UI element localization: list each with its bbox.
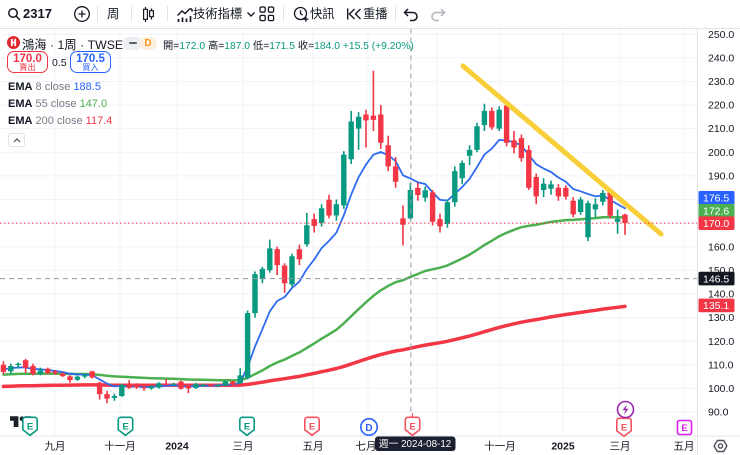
svg-text:五月: 五月 bbox=[303, 441, 324, 453]
svg-text:160.0: 160.0 bbox=[708, 241, 734, 253]
svg-text:200.0: 200.0 bbox=[708, 147, 734, 159]
svg-text:220.0: 220.0 bbox=[708, 100, 734, 112]
svg-text:E: E bbox=[122, 422, 128, 433]
svg-text:E: E bbox=[309, 422, 315, 433]
svg-text:E: E bbox=[244, 422, 250, 433]
svg-text:250.0: 250.0 bbox=[708, 29, 734, 41]
svg-text:十一月: 十一月 bbox=[484, 440, 516, 453]
svg-text:100.0: 100.0 bbox=[708, 383, 734, 395]
svg-text:230.0: 230.0 bbox=[708, 76, 734, 88]
svg-text:190.0: 190.0 bbox=[708, 171, 734, 183]
svg-text:110.0: 110.0 bbox=[708, 359, 734, 371]
svg-text:210.0: 210.0 bbox=[708, 123, 734, 135]
svg-text:D: D bbox=[365, 423, 372, 434]
svg-text:135.1: 135.1 bbox=[703, 300, 729, 312]
svg-text:七月: 七月 bbox=[356, 441, 377, 453]
svg-text:140.0: 140.0 bbox=[708, 289, 734, 301]
svg-text:九月: 九月 bbox=[45, 441, 66, 453]
svg-text:146.5: 146.5 bbox=[703, 273, 729, 285]
svg-text:E: E bbox=[681, 423, 687, 434]
svg-text:週一 2024-08-12: 週一 2024-08-12 bbox=[379, 438, 451, 450]
svg-text:E: E bbox=[621, 423, 627, 434]
svg-text:E: E bbox=[27, 422, 33, 433]
svg-text:176.5: 176.5 bbox=[703, 193, 729, 205]
svg-text:90.0: 90.0 bbox=[708, 407, 729, 419]
svg-text:2025: 2025 bbox=[551, 441, 575, 453]
svg-text:三月: 三月 bbox=[610, 441, 631, 453]
svg-text:172.6: 172.6 bbox=[703, 206, 729, 218]
svg-text:240.0: 240.0 bbox=[708, 52, 734, 64]
svg-text:三月: 三月 bbox=[233, 441, 254, 453]
svg-text:2024: 2024 bbox=[165, 441, 189, 453]
svg-text:130.0: 130.0 bbox=[708, 312, 734, 324]
svg-text:170.0: 170.0 bbox=[703, 218, 729, 230]
svg-text:五月: 五月 bbox=[674, 441, 695, 453]
svg-text:十一月: 十一月 bbox=[104, 440, 136, 453]
svg-text:120.0: 120.0 bbox=[708, 336, 734, 348]
svg-text:E: E bbox=[409, 422, 415, 433]
